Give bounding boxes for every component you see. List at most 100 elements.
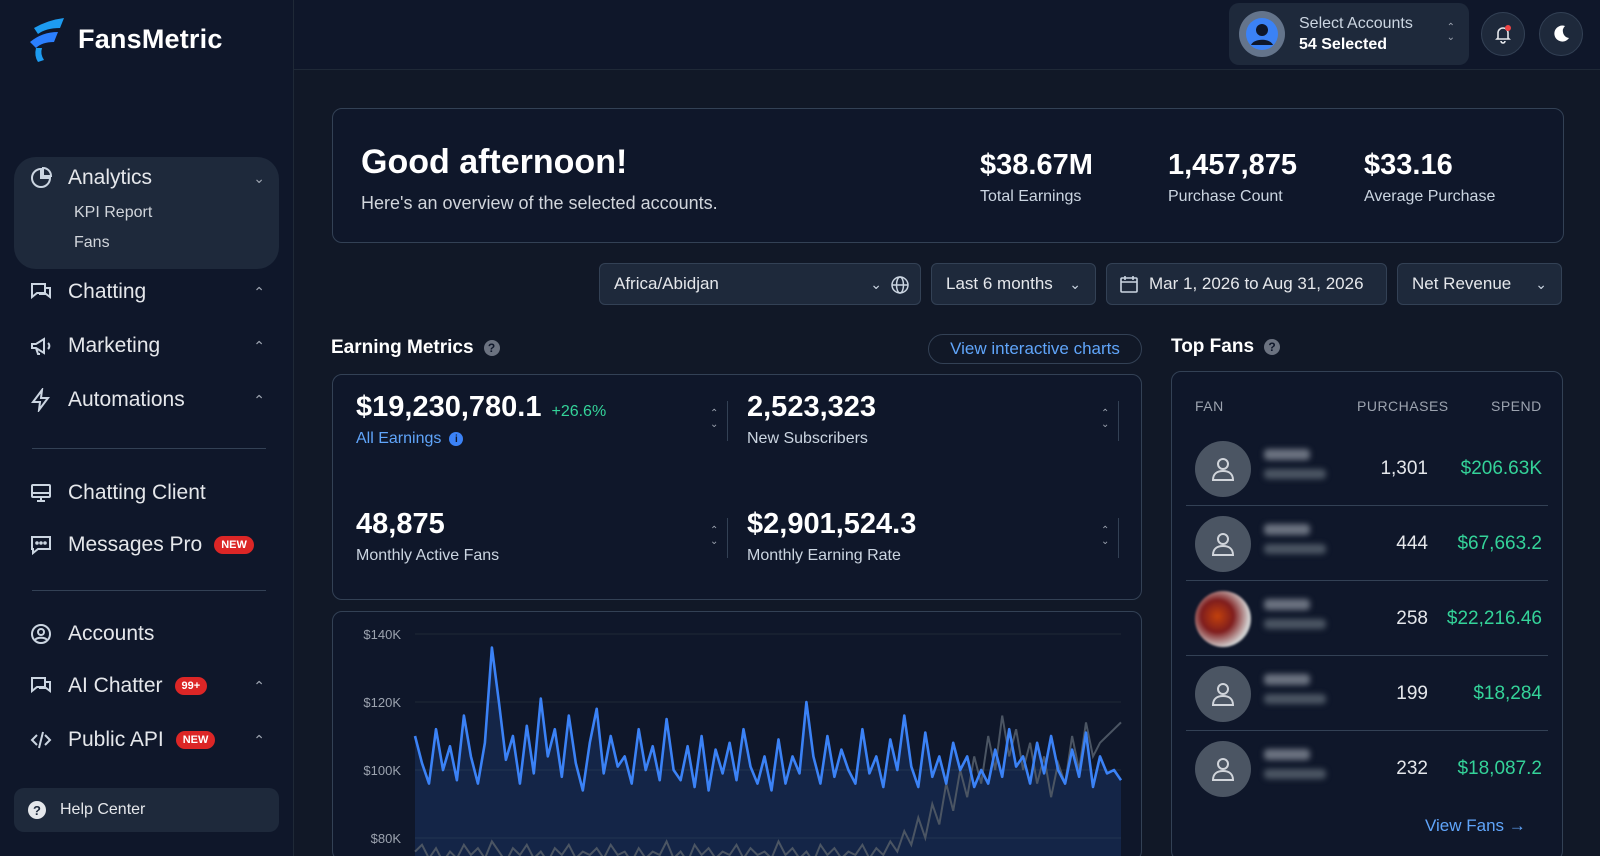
fan-spend: $206.63K [1460, 458, 1542, 479]
change-badge: +26.6% [551, 403, 607, 420]
select-accounts-button[interactable]: Select Accounts 54 Selected ⌃ ⌄ [1229, 3, 1469, 65]
table-row[interactable]: 199 $18,284 [1186, 656, 1548, 731]
user-icon [1195, 516, 1251, 572]
help-center-label: Help Center [60, 801, 146, 818]
select-accounts-label: Select Accounts [1299, 14, 1413, 32]
metric-divider [1118, 518, 1119, 558]
sort-icon[interactable]: ⌃ ⌄ [710, 525, 719, 547]
chevron-up-icon[interactable]: ⌃ [253, 337, 265, 354]
y-tick-label: $80K [371, 831, 402, 846]
selected-count: 54 Selected [1299, 35, 1388, 53]
welcome-subtitle: Here's an overview of the selected accou… [361, 193, 718, 213]
bell-icon [1495, 25, 1511, 44]
timezone-value: Africa/Abidjan [614, 274, 719, 293]
user-circle-icon [28, 621, 54, 647]
sidebar-subitem-fans[interactable]: Fans [74, 234, 110, 251]
notifications-button[interactable] [1481, 12, 1525, 56]
series-line-comparison[interactable] [414, 715, 1122, 856]
greeting: Good afternoon! [361, 143, 628, 181]
fan-name-redacted [1264, 749, 1334, 779]
earnings-chart-card: $140K $120K $100K $80K [332, 611, 1142, 856]
view-fans-link[interactable]: View Fans → [1425, 816, 1526, 835]
metric-divider [727, 401, 728, 441]
top-header: Select Accounts 54 Selected ⌃ ⌄ [294, 0, 1600, 70]
app-logo[interactable]: FansMetric [26, 16, 223, 62]
metric-new-subscribers: 2,523,323 New Subscribers [747, 391, 876, 448]
sidebar-item-ai-chatter[interactable]: AI Chatter 99+ ⌃ [28, 670, 273, 702]
sidebar-item-accounts[interactable]: Accounts [28, 618, 273, 650]
table-row[interactable]: 444 $67,663.2 [1186, 506, 1548, 581]
metric-value: $2,901,524.3 [747, 508, 917, 540]
fan-purchases: 232 [1396, 758, 1428, 779]
sidebar-subitem-kpi-report[interactable]: KPI Report [74, 204, 153, 221]
help-icon[interactable]: ? [483, 340, 500, 356]
date-range-picker[interactable]: Mar 1, 2026 to Aug 31, 2026 [1106, 263, 1387, 305]
help-center-button[interactable]: ? Help Center [14, 788, 279, 832]
all-earnings-link[interactable]: All Earnings i [356, 430, 606, 448]
metric-caption: Monthly Earning Rate [747, 547, 901, 564]
metric-value: 48,875 [356, 508, 445, 540]
sidebar-item-messages-pro[interactable]: Messages Pro NEW [28, 529, 273, 561]
fan-name-redacted [1264, 599, 1334, 629]
y-tick-label: $100K [363, 763, 401, 778]
metric-value: $19,230,780.1 [356, 391, 542, 423]
fan-purchases: 199 [1396, 683, 1428, 704]
sort-icon[interactable]: ⌃ ⌄ [1101, 525, 1110, 547]
sidebar-item-label: Chatting [68, 280, 147, 303]
top-fans-card: FAN PURCHASES SPEND 1,301 $206.63K 444 $67,… [1171, 371, 1563, 856]
earning-metrics-title: Earning Metrics ? [331, 337, 500, 359]
sidebar-item-marketing[interactable]: Marketing ⌃ [28, 330, 273, 362]
metric-monthly-active-fans: 48,875 Monthly Active Fans [356, 508, 499, 565]
sidebar-item-chatting[interactable]: Chatting ⌃ [28, 276, 273, 308]
sidebar-item-label: AI Chatter [68, 674, 163, 697]
chevron-down-icon[interactable]: ⌄ [253, 169, 265, 186]
chevron-up-icon[interactable]: ⌃ [253, 391, 265, 408]
fan-purchases: 444 [1396, 533, 1428, 554]
monitor-icon [28, 480, 54, 506]
metric-select[interactable]: Net Revenue ⌄ [1397, 263, 1562, 305]
chevron-up-icon[interactable]: ⌃ [253, 731, 265, 748]
fan-spend: $18,087.2 [1457, 758, 1542, 779]
user-icon [1195, 741, 1251, 797]
table-row[interactable]: 1,301 $206.63K [1186, 431, 1548, 506]
sort-icon[interactable]: ⌃ ⌄ [710, 408, 719, 430]
earnings-line-chart[interactable]: $140K $120K $100K $80K [333, 612, 1142, 856]
chevron-up-icon[interactable]: ⌃ [253, 677, 265, 694]
fan-name-redacted [1264, 524, 1334, 554]
sidebar-item-automations[interactable]: Automations ⌃ [28, 384, 273, 416]
kpi-value: $33.16 [1364, 149, 1453, 181]
period-select[interactable]: Last 6 months ⌄ [931, 263, 1096, 305]
info-icon[interactable]: i [449, 432, 464, 446]
user-icon [1195, 666, 1251, 722]
timezone-select[interactable]: Africa/Abidjan ⌄ [599, 263, 921, 305]
table-row[interactable]: 258 $22,216.46 [1186, 581, 1548, 656]
chevron-up-icon[interactable]: ⌃ [253, 283, 265, 300]
theme-toggle-button[interactable] [1539, 12, 1583, 56]
fansmetric-logo-icon [26, 16, 66, 62]
sidebar-item-label: Accounts [68, 622, 155, 645]
metric-caption: All Earnings [356, 430, 442, 447]
fan-purchases: 258 [1396, 608, 1428, 629]
kpi-caption: Total Earnings [980, 188, 1082, 205]
sidebar-item-analytics[interactable]: Analytics ⌄ [28, 162, 273, 194]
new-badge: NEW [175, 731, 216, 749]
period-value: Last 6 months [946, 274, 1053, 293]
sidebar-item-label: Public API [68, 728, 164, 751]
lightning-icon [28, 387, 54, 413]
code-icon [28, 727, 54, 753]
table-row[interactable]: 232 $18,087.2 [1186, 731, 1548, 806]
sidebar-item-public-api[interactable]: Public API NEW ⌃ [28, 724, 273, 756]
column-header-purchases[interactable]: PURCHASES [1357, 398, 1449, 414]
user-icon [1195, 441, 1251, 497]
moon-icon [1554, 25, 1569, 42]
sidebar-item-chatting-client[interactable]: Chatting Client [28, 477, 273, 509]
metric-value: Net Revenue [1412, 274, 1512, 293]
sort-icon[interactable]: ⌃ ⌄ [1101, 408, 1110, 430]
help-icon[interactable]: ? [1264, 339, 1281, 355]
view-interactive-charts-button[interactable]: View interactive charts [928, 334, 1142, 364]
top-fans-title: Top Fans ? [1171, 336, 1281, 358]
column-header-spend[interactable]: SPEND [1491, 398, 1542, 414]
app-name: FansMetric [78, 23, 223, 54]
metric-value: 2,523,323 [747, 391, 877, 423]
series-line-earnings[interactable] [413, 646, 1123, 792]
